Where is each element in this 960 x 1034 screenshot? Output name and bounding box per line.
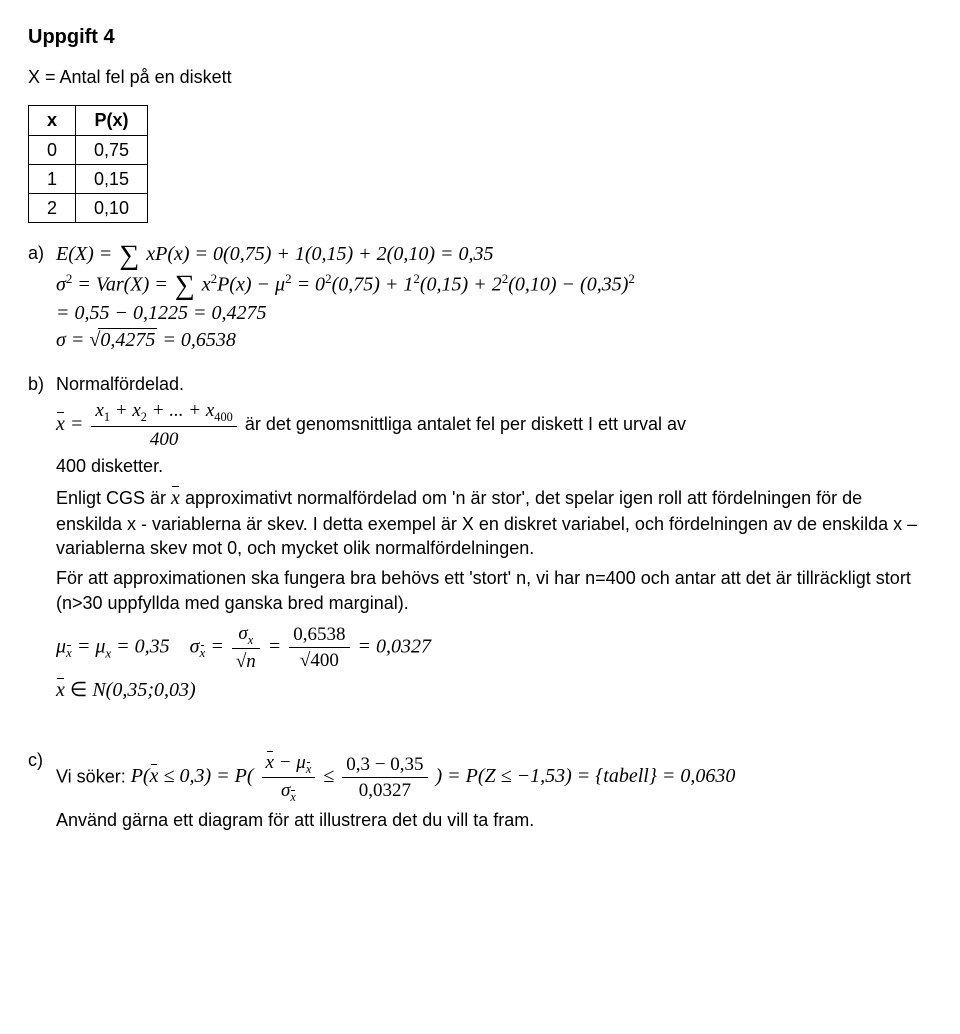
page-title: Uppgift 4 xyxy=(28,24,932,51)
probability-calculation: Vi söker: P(x ≤ 0,3) = P( x − μx σx ≤ 0,… xyxy=(56,750,932,806)
part-a-label: a) xyxy=(28,241,56,353)
clt-paragraph-2: För att approximationen ska fungera bra … xyxy=(56,566,932,615)
frac-numerator: x1 + x2 + ... + x400 xyxy=(91,398,236,426)
part-b: b) Normalfördelad. x = x1 + x2 + ... + x… xyxy=(28,372,932,706)
variance-equation: σ2 = Var(X) = ∑ x2P(x) − μ2 = 02(0,75) +… xyxy=(56,270,932,300)
mean-stddev-equation: μx = μx = 0,35 σx = σx √n = 0,6538 √400 … xyxy=(56,621,932,675)
variance-result: = 0,55 − 0,1225 = 0,4275 xyxy=(56,300,932,327)
probability-table: x P(x) 0 0,75 1 0,15 2 0,10 xyxy=(28,105,148,223)
table-row: 1 0,15 xyxy=(29,164,148,193)
closing-note: Använd gärna ett diagram för att illustr… xyxy=(56,808,932,832)
table-header-px: P(x) xyxy=(76,106,148,135)
table-header-x: x xyxy=(29,106,76,135)
clt-paragraph-1: Enligt CGS är x approximativt normalförd… xyxy=(56,485,932,561)
part-c-label: c) xyxy=(28,748,56,832)
table-row: 2 0,10 xyxy=(29,194,148,223)
part-c: c) Vi söker: P(x ≤ 0,3) = P( x − μx σx ≤… xyxy=(28,748,932,832)
sample-mean-text-2: 400 disketter. xyxy=(56,454,932,478)
table-row: 0 0,75 xyxy=(29,135,148,164)
variable-description: X = Antal fel på en diskett xyxy=(28,65,932,89)
part-b-heading: Normalfördelad. xyxy=(56,372,932,396)
sample-mean-definition: x = x1 + x2 + ... + x400 400 är det geno… xyxy=(56,398,932,452)
frac-denominator: 400 xyxy=(91,427,236,453)
part-b-label: b) xyxy=(28,372,56,706)
distribution-statement: x ∈ N(0,35;0,03) xyxy=(56,677,932,704)
sample-mean-text: är det genomsnittliga antalet fel per di… xyxy=(245,414,686,434)
expectation-equation: E(X) = ∑ xP(x) = 0(0,75) + 1(0,15) + 2(0… xyxy=(56,241,932,269)
stddev-equation: σ = 0,4275 = 0,6538 xyxy=(56,327,932,354)
part-a: a) E(X) = ∑ xP(x) = 0(0,75) + 1(0,15) + … xyxy=(28,241,932,353)
